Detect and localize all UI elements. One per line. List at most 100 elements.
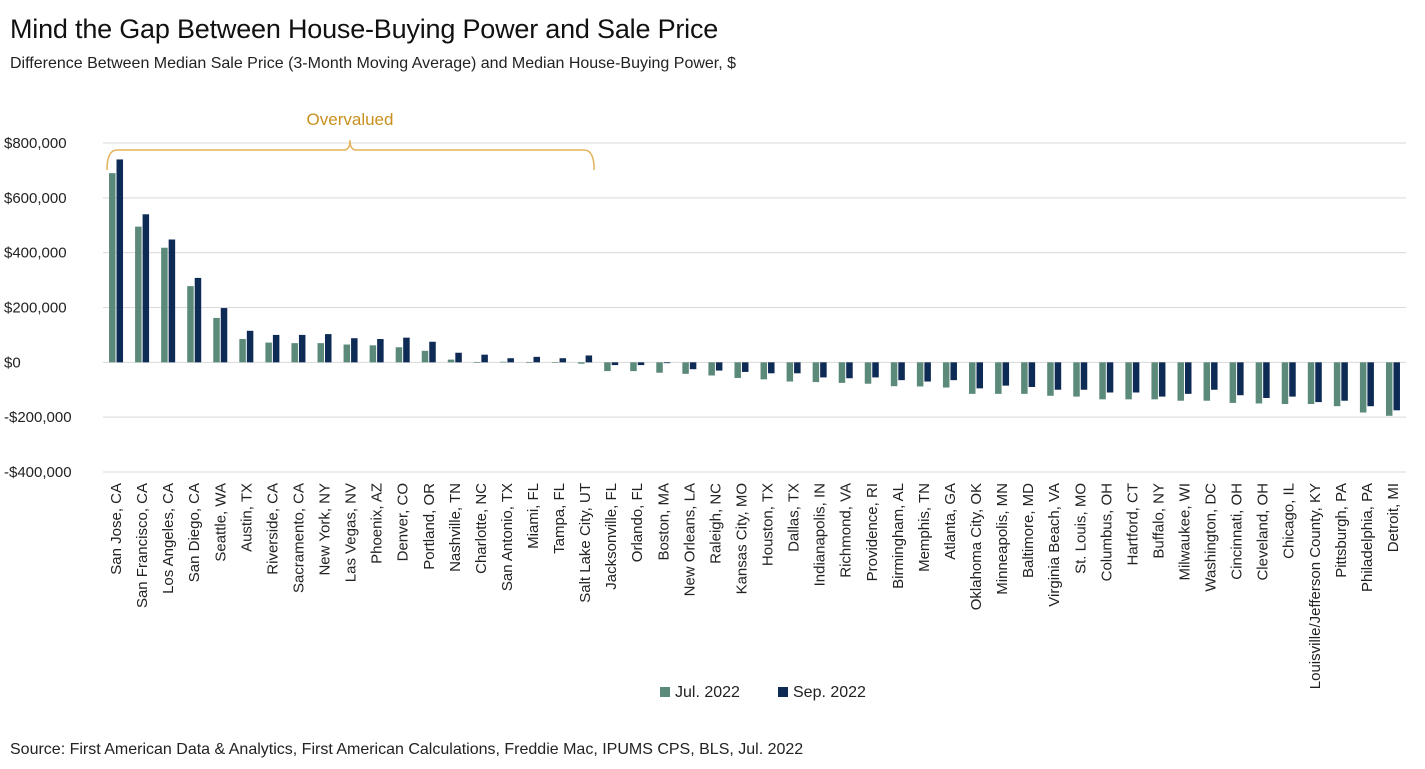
bar-sep xyxy=(429,341,436,363)
bar-sep xyxy=(1289,362,1296,397)
bar-sep xyxy=(246,330,254,363)
x-tick-label: Sacramento, CA xyxy=(290,483,307,593)
x-tick-label: Charlotte, NC xyxy=(473,483,490,574)
bar-sep xyxy=(298,334,306,363)
x-tick-label: New York, NY xyxy=(317,483,334,576)
bar-jul xyxy=(187,286,194,363)
bar-sep xyxy=(481,354,488,363)
bar-sep xyxy=(220,308,228,363)
bar-jul xyxy=(1151,362,1158,400)
chart-title: Mind the Gap Between House-Buying Power … xyxy=(10,14,719,44)
chart-subtitle: Difference Between Median Sale Price (3-… xyxy=(10,55,737,72)
bar-jul xyxy=(447,359,455,363)
bar-sep xyxy=(820,362,827,378)
x-tick-label: Los Angeles, CA xyxy=(160,483,177,594)
bar-jul xyxy=(656,362,663,373)
bar-jul xyxy=(838,362,846,383)
y-tick-label: -$400,000 xyxy=(4,464,72,481)
source-note: Source: First American Data & Analytics,… xyxy=(10,741,804,758)
bar-jul xyxy=(890,362,898,387)
x-tick-label: Philadelphia, PA xyxy=(1359,483,1376,592)
x-tick-label: Memphis, TN xyxy=(916,483,933,572)
bar-jul xyxy=(864,362,872,384)
x-tick-label: Nashville, TN xyxy=(447,483,464,572)
x-tick-label: St. Louis, MO xyxy=(1072,483,1089,574)
x-tick-label: Hartford, CT xyxy=(1124,483,1141,566)
bar-sep xyxy=(533,356,540,363)
x-tick-label: Denver, CO xyxy=(395,483,412,561)
x-tick-label: Detroit, MI xyxy=(1385,483,1402,552)
bar-sep xyxy=(768,362,775,374)
bar-sep xyxy=(1184,362,1192,394)
bar-sep xyxy=(872,362,879,378)
bar-jul xyxy=(135,226,142,363)
bar-jul xyxy=(1021,362,1028,394)
bar-jul xyxy=(942,362,950,388)
bar-jul xyxy=(708,362,715,376)
bar-sep xyxy=(1393,362,1400,411)
bar-sep xyxy=(559,358,567,363)
bars xyxy=(109,159,1400,416)
bar-jul xyxy=(1385,362,1393,416)
bar-jul xyxy=(1177,362,1184,401)
bar-jul xyxy=(525,362,533,363)
bar-sep xyxy=(976,362,984,389)
bar-jul xyxy=(369,345,377,363)
bar-jul xyxy=(1359,362,1367,413)
bar-sep xyxy=(168,239,176,363)
legend-label-sep: Sep. 2022 xyxy=(793,684,866,701)
x-tick-label: San Diego, CA xyxy=(186,483,203,582)
bar-jul xyxy=(265,342,272,363)
bar-jul xyxy=(1307,362,1315,405)
x-tick-label: Atlanta, GA xyxy=(942,483,959,560)
bar-sep xyxy=(637,362,645,366)
x-tick-label: Louisville/Jefferson County, KY xyxy=(1307,483,1324,689)
y-tick-label: $800,000 xyxy=(4,135,67,152)
x-tick-label: Cincinnati, OH xyxy=(1229,483,1246,580)
x-tick-label: Virginia Beach, VA xyxy=(1046,483,1063,607)
bar-sep xyxy=(611,362,619,366)
bar-jul xyxy=(1281,362,1289,405)
x-tick-label: Minneapolis, MN xyxy=(994,483,1011,595)
x-tick-label: Salt Lake City, UT xyxy=(577,483,594,603)
x-tick-label: Birmingham, AL xyxy=(890,483,907,589)
legend-swatch-jul xyxy=(660,687,670,697)
bar-jul xyxy=(812,362,820,383)
bar-sep xyxy=(1002,362,1010,386)
bar-jul xyxy=(1073,362,1080,397)
x-tick-label: Tampa, FL xyxy=(551,483,568,554)
bar-jul xyxy=(395,347,403,363)
x-tick-label: Austin, TX xyxy=(238,483,255,552)
x-tick-label: Miami, FL xyxy=(525,483,542,549)
bar-jul xyxy=(213,317,220,363)
bar-jul xyxy=(916,362,924,387)
bar-sep xyxy=(846,362,853,379)
bar-sep xyxy=(142,214,150,363)
bar-jul xyxy=(317,343,325,363)
x-tick-label: Boston, MA xyxy=(655,483,672,561)
legend: Jul. 2022 Sep. 2022 xyxy=(660,684,866,701)
bar-jul xyxy=(1255,362,1263,404)
bar-jul xyxy=(1099,362,1106,400)
x-tick-label: Phoenix, AZ xyxy=(369,483,386,564)
bar-jul xyxy=(1203,362,1211,401)
bar-jul xyxy=(604,362,611,372)
x-tick-label: Portland, OR xyxy=(421,483,438,570)
bar-jul xyxy=(421,350,429,363)
x-tick-label: Houston, TX xyxy=(760,483,777,566)
x-tick-label: Cleveland, OH xyxy=(1255,483,1272,581)
y-tick-label: $200,000 xyxy=(4,300,67,317)
x-tick-label: Las Vegas, NV xyxy=(343,483,360,582)
bracket-line xyxy=(106,139,595,171)
bar-sep xyxy=(1211,362,1218,390)
x-tick-label: San Jose, CA xyxy=(108,483,125,575)
bar-sep xyxy=(689,362,697,370)
bar-jul xyxy=(760,362,768,380)
bar-sep xyxy=(663,362,671,364)
bar-sep xyxy=(116,159,124,363)
bar-sep xyxy=(351,338,358,363)
x-tick-label: Kansas City, MO xyxy=(733,483,750,594)
bar-jul xyxy=(786,362,794,382)
bar-sep xyxy=(715,362,723,371)
legend-swatch-sep xyxy=(778,687,788,697)
